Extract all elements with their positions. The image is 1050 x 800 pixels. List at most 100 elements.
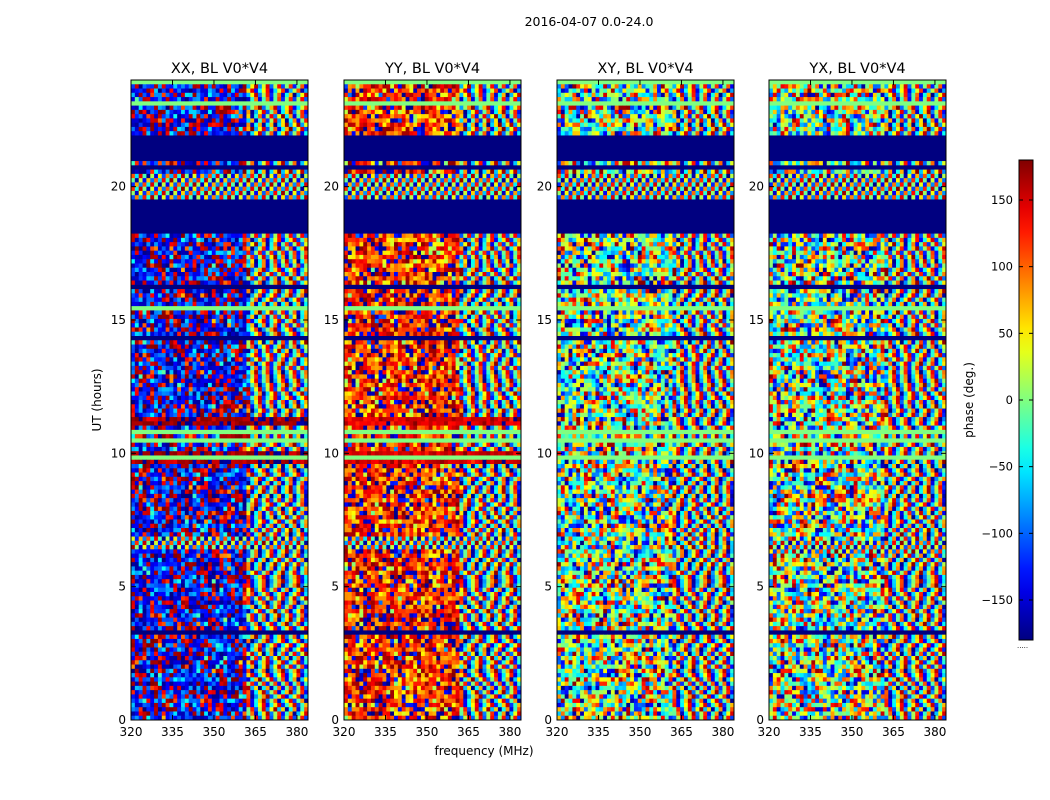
heatmap-cell — [165, 532, 170, 538]
heatmap-cell — [296, 574, 301, 580]
heatmap-cell — [142, 254, 147, 260]
heatmap-cell — [184, 340, 190, 346]
heatmap-cell — [304, 186, 308, 192]
heatmap-cell — [192, 122, 197, 128]
heatmap-cell — [250, 289, 255, 294]
heatmap-cell — [173, 318, 178, 324]
heatmap-cell — [142, 378, 147, 384]
heatmap-cell — [277, 169, 282, 175]
heatmap-cell — [231, 502, 236, 508]
heatmap-cell — [273, 105, 278, 111]
heatmap-cell — [292, 173, 297, 179]
heatmap-cell — [211, 267, 217, 273]
heatmap-cell — [234, 604, 240, 610]
heatmap-cell — [169, 92, 174, 98]
heatmap-cell — [150, 562, 155, 567]
heatmap-cell — [242, 613, 247, 619]
heatmap-cell — [296, 553, 301, 559]
heatmap-cell — [219, 254, 224, 260]
heatmap-cell — [261, 131, 267, 137]
heatmap-cell — [254, 600, 259, 606]
heatmap-cell — [200, 242, 205, 247]
heatmap-cell — [142, 331, 147, 337]
heatmap-cell — [215, 587, 220, 593]
heatmap-cell — [304, 237, 308, 243]
heatmap-cell — [211, 331, 217, 337]
heatmap-cell — [242, 609, 247, 614]
heatmap-cell — [227, 621, 232, 627]
heatmap-cell — [173, 378, 178, 384]
heatmap-cell — [181, 604, 186, 610]
heatmap-cell — [188, 97, 194, 102]
heatmap-cell — [288, 545, 294, 550]
heatmap-cell — [284, 340, 290, 346]
heatmap-cell — [296, 536, 301, 542]
heatmap-cell — [134, 190, 140, 196]
heatmap-cell — [165, 114, 170, 119]
heatmap-cell — [227, 412, 232, 418]
heatmap-cell — [281, 272, 286, 277]
heatmap-cell — [304, 370, 308, 375]
heatmap-cell — [134, 323, 140, 329]
heatmap-cell — [142, 237, 147, 243]
heatmap-cell — [173, 536, 178, 542]
heatmap-cell — [173, 609, 178, 614]
heatmap-cell — [273, 293, 278, 299]
heatmap-cell — [188, 600, 194, 606]
heatmap-cell — [154, 310, 159, 316]
heatmap-cell — [181, 242, 186, 247]
heatmap-cell — [146, 246, 151, 252]
heatmap-cell — [273, 109, 278, 115]
heatmap-cell — [227, 250, 232, 256]
heatmap-cell — [165, 387, 170, 393]
heatmap-cell — [234, 532, 240, 538]
heatmap-cell — [227, 387, 232, 393]
heatmap-cell — [261, 370, 267, 375]
heatmap-cell — [281, 574, 286, 580]
heatmap-cell — [134, 528, 140, 533]
heatmap-cell — [211, 634, 217, 640]
heatmap-cell — [165, 523, 170, 529]
heatmap-cell — [292, 532, 297, 538]
heatmap-cell — [227, 395, 232, 401]
heatmap-cell — [227, 370, 232, 375]
heatmap-cell — [242, 280, 247, 286]
heatmap-cell — [292, 331, 297, 337]
heatmap-cell — [250, 404, 255, 410]
heatmap-cell — [211, 182, 217, 188]
heatmap-cell — [215, 92, 220, 98]
heatmap-cell — [281, 297, 286, 303]
heatmap-cell — [173, 297, 178, 303]
heatmap-cell — [215, 382, 220, 388]
heatmap-cell — [292, 182, 297, 188]
heatmap-cell — [192, 84, 197, 90]
heatmap-cell — [300, 293, 305, 299]
heatmap-cell — [269, 600, 274, 606]
heatmap-cell — [211, 88, 217, 94]
heatmap-cell — [215, 519, 220, 525]
heatmap-cell — [296, 472, 301, 478]
heatmap-cell — [284, 382, 290, 388]
heatmap-cell — [138, 502, 144, 508]
heatmap-cell — [146, 195, 151, 201]
heatmap-cell — [142, 242, 147, 247]
heatmap-cell — [177, 382, 182, 388]
heatmap-cell — [234, 293, 240, 299]
heatmap-cell — [188, 412, 194, 418]
heatmap-cell — [242, 400, 247, 405]
heatmap-cell — [207, 195, 213, 201]
heatmap-cell — [269, 357, 274, 363]
heatmap-cell — [284, 545, 290, 550]
heatmap-cell — [165, 540, 170, 546]
heatmap-cell — [134, 233, 140, 239]
heatmap-cell — [177, 122, 182, 128]
heatmap-cell — [269, 169, 274, 175]
heatmap-cell — [146, 289, 151, 294]
heatmap-cell — [219, 600, 224, 606]
heatmap-cell — [207, 596, 213, 602]
heatmap-cell — [288, 105, 294, 111]
heatmap-cell — [242, 626, 247, 631]
heatmap-cell — [292, 178, 297, 183]
heatmap-cell — [138, 566, 144, 572]
heatmap-cell — [246, 318, 251, 324]
